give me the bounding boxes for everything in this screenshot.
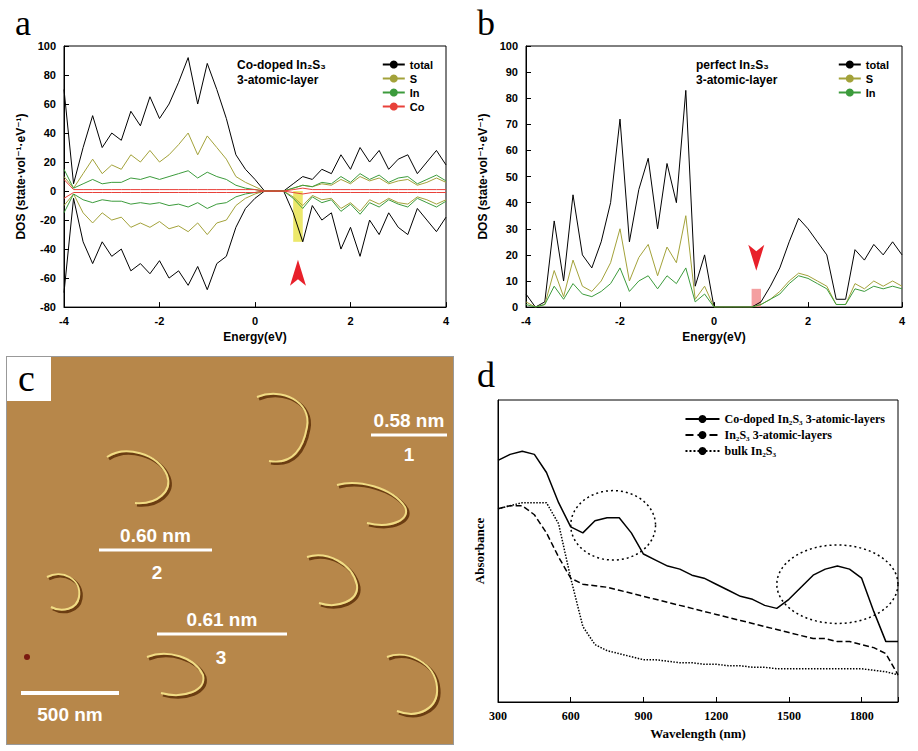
svg-text:S: S	[866, 73, 873, 85]
svg-text:4: 4	[899, 315, 906, 327]
svg-text:total: total	[866, 59, 889, 71]
svg-text:90: 90	[506, 66, 518, 78]
svg-text:-20: -20	[40, 214, 56, 226]
svg-text:600: 600	[562, 709, 580, 723]
svg-text:3-atomic-layer: 3-atomic-layer	[237, 73, 319, 87]
svg-text:0.60 nm: 0.60 nm	[120, 525, 191, 546]
svg-text:80: 80	[506, 92, 518, 104]
svg-text:0: 0	[252, 315, 258, 327]
svg-text:60: 60	[506, 144, 518, 156]
svg-text:0.61 nm: 0.61 nm	[187, 609, 258, 630]
svg-text:10: 10	[506, 275, 518, 287]
svg-text:40: 40	[44, 127, 56, 139]
svg-text:-2: -2	[155, 315, 165, 327]
svg-text:Co: Co	[410, 101, 425, 113]
svg-text:0: 0	[711, 315, 717, 327]
svg-text:Energy(eV): Energy(eV)	[223, 330, 286, 344]
svg-text:-60: -60	[40, 272, 56, 284]
svg-text:Co-doped In₂S₃: Co-doped In₂S₃	[237, 58, 326, 72]
svg-text:b: b	[477, 3, 495, 43]
svg-text:2: 2	[805, 315, 811, 327]
svg-text:900: 900	[634, 709, 652, 723]
svg-text:c: c	[18, 357, 35, 399]
svg-text:300: 300	[489, 709, 507, 723]
svg-text:a: a	[15, 3, 31, 43]
svg-text:S: S	[410, 73, 417, 85]
svg-text:d: d	[477, 355, 495, 395]
svg-text:40: 40	[506, 197, 518, 209]
svg-text:1500: 1500	[777, 709, 801, 723]
svg-text:bulk In₂S₃: bulk In₂S₃	[724, 444, 776, 458]
svg-text:100: 100	[38, 40, 56, 52]
svg-text:3-atomic-layer: 3-atomic-layer	[696, 73, 778, 87]
svg-text:1200: 1200	[704, 709, 728, 723]
svg-text:Energy(eV): Energy(eV)	[682, 330, 745, 344]
svg-text:500 nm: 500 nm	[37, 704, 102, 725]
svg-text:2: 2	[152, 562, 163, 583]
svg-text:50: 50	[506, 171, 518, 183]
svg-text:0: 0	[50, 185, 56, 197]
svg-text:20: 20	[44, 156, 56, 168]
svg-text:-2: -2	[615, 315, 625, 327]
svg-text:70: 70	[506, 118, 518, 130]
svg-text:0: 0	[512, 301, 518, 313]
svg-text:In: In	[866, 87, 876, 99]
svg-text:20: 20	[506, 249, 518, 261]
svg-text:3: 3	[216, 647, 227, 668]
svg-text:Wavelength (nm): Wavelength (nm)	[650, 726, 746, 741]
svg-text:4: 4	[443, 315, 450, 327]
svg-text:In: In	[410, 87, 420, 99]
svg-text:30: 30	[506, 223, 518, 235]
svg-text:-4: -4	[521, 315, 532, 327]
svg-text:-4: -4	[59, 315, 70, 327]
svg-text:-80: -80	[40, 301, 56, 313]
svg-text:In₂S₃ 3-atomic-layers: In₂S₃ 3-atomic-layers	[724, 428, 832, 442]
svg-text:1800: 1800	[850, 709, 874, 723]
svg-text:0.58 nm: 0.58 nm	[374, 410, 445, 431]
svg-text:-40: -40	[40, 243, 56, 255]
svg-text:80: 80	[44, 69, 56, 81]
svg-text:DOS (state·vol⁻¹·eV⁻¹): DOS (state·vol⁻¹·eV⁻¹)	[476, 114, 490, 240]
svg-text:Co-doped In₂S₃ 3-atomic-layers: Co-doped In₂S₃ 3-atomic-layers	[724, 412, 885, 426]
svg-text:DOS (state·vol⁻¹·eV⁻¹): DOS (state·vol⁻¹·eV⁻¹)	[14, 114, 28, 240]
svg-text:Absorbance: Absorbance	[472, 518, 487, 585]
svg-text:2: 2	[347, 315, 353, 327]
svg-text:100: 100	[500, 40, 518, 52]
svg-text:perfect In₂S₃: perfect In₂S₃	[696, 58, 769, 72]
svg-text:1: 1	[404, 444, 415, 465]
svg-text:total: total	[410, 59, 433, 71]
svg-text:60: 60	[44, 98, 56, 110]
